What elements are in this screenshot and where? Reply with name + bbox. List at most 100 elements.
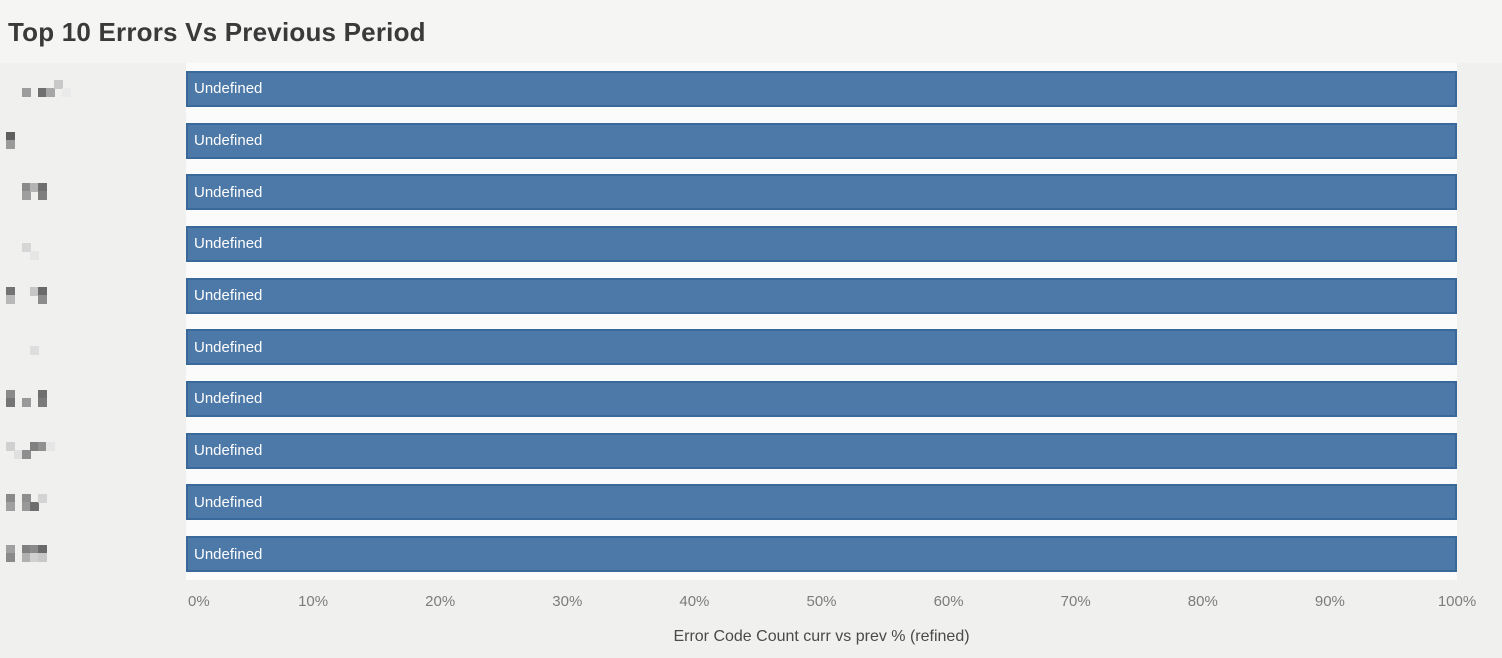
redacted-pixel	[22, 501, 31, 511]
redacted-pixel	[54, 80, 63, 89]
chart-row: Undefined	[0, 321, 1502, 374]
chart-row: Undefined	[0, 476, 1502, 529]
bar-label: Undefined	[194, 545, 263, 563]
x-axis-tick: 100%	[1437, 592, 1477, 610]
bar-label: Undefined	[194, 493, 263, 511]
x-axis: 0% 10% 20% 30% 40% 50% 60% 70% 80% 90% 100%	[186, 592, 1476, 619]
redacted-pixel	[22, 183, 31, 193]
redacted-pixel	[38, 398, 47, 408]
redacted-pixel	[30, 251, 39, 261]
redacted-pixel	[6, 390, 15, 400]
redacted-pixel	[30, 501, 39, 511]
bar-chart: Undefined Undefined Undefined Undefined Unde…	[0, 63, 1502, 646]
chart-row: Undefined	[0, 63, 1502, 115]
chart-title: Top 10 Errors Vs Previous Period	[8, 17, 426, 47]
plot-cell: Undefined	[186, 373, 1457, 425]
redacted-pixel	[6, 493, 15, 503]
y-axis-label-redacted	[0, 115, 186, 167]
redacted-pixel	[46, 88, 55, 97]
bar-label: Undefined	[194, 338, 263, 356]
chart-row: Undefined	[0, 424, 1502, 477]
y-axis-label-redacted	[0, 373, 186, 425]
redacted-pixel	[6, 501, 15, 511]
bar-label: Undefined	[194, 235, 263, 253]
bar-row-10[interactable]: Undefined	[186, 536, 1457, 573]
bar-row-4[interactable]: Undefined	[186, 225, 1457, 262]
redacted-pixel	[6, 441, 15, 451]
redacted-pixel	[38, 390, 47, 400]
bar-row-8[interactable]: Undefined	[186, 432, 1457, 469]
plot-cell: Undefined	[186, 63, 1457, 115]
redacted-pixel	[6, 131, 15, 141]
plot-cell: Undefined	[186, 476, 1457, 529]
chart-row: Undefined	[0, 269, 1502, 322]
bar-label: Undefined	[194, 287, 263, 305]
chart-row: Undefined	[0, 114, 1502, 167]
bar-row-6[interactable]: Undefined	[186, 329, 1457, 366]
plot-cell: Undefined	[186, 166, 1457, 219]
x-axis-tick: 50%	[806, 592, 837, 610]
redacted-pixel	[30, 545, 39, 555]
x-axis-tick: 10%	[298, 592, 329, 610]
plot-cell: Undefined	[186, 218, 1457, 270]
redacted-pixel	[6, 139, 15, 149]
redacted-pixel	[38, 545, 47, 555]
chart-row: Undefined	[0, 166, 1502, 219]
redacted-pixel	[30, 346, 39, 356]
redacted-pixel	[22, 493, 31, 503]
y-axis-label-redacted	[0, 270, 186, 322]
redacted-pixel	[30, 286, 39, 296]
redacted-pixel	[22, 449, 31, 459]
y-axis-label-redacted	[0, 321, 186, 373]
redacted-pixel	[38, 191, 47, 201]
redacted-pixel	[62, 88, 71, 97]
bar-row-9[interactable]: Undefined	[186, 484, 1457, 521]
redacted-pixel	[6, 553, 15, 563]
x-axis-tick: 70%	[1060, 592, 1091, 610]
plot-cell: Undefined	[186, 424, 1457, 477]
bar-row-1[interactable]: Undefined	[186, 70, 1457, 107]
bar-row-7[interactable]: Undefined	[186, 380, 1457, 417]
redacted-pixel	[22, 88, 31, 97]
x-axis-tick: 30%	[552, 592, 583, 610]
redacted-pixel	[38, 88, 47, 97]
bar-label: Undefined	[194, 442, 263, 460]
x-axis-tick: 20%	[425, 592, 456, 610]
chart-plot-area: Undefined Undefined Undefined Undefined Unde…	[0, 63, 1502, 580]
redacted-pixel	[22, 545, 31, 555]
chart-title-bar: Top 10 Errors Vs Previous Period	[0, 0, 1502, 63]
y-axis-label-redacted	[0, 218, 186, 270]
bar-row-2[interactable]: Undefined	[186, 122, 1457, 159]
redacted-pixel	[22, 553, 31, 563]
redacted-pixel	[38, 441, 47, 451]
y-axis-label-redacted	[0, 63, 186, 115]
bar-label: Undefined	[194, 132, 263, 150]
plot-cell: Undefined	[186, 269, 1457, 322]
y-axis-label-redacted	[0, 425, 186, 477]
redacted-pixel	[6, 545, 15, 555]
x-axis-title-wrap: Error Code Count curr vs prev % (refined…	[186, 628, 1457, 646]
plot-cell: Undefined	[186, 528, 1457, 580]
redacted-pixel	[22, 243, 31, 253]
redacted-pixel	[46, 441, 55, 451]
plot-cell: Undefined	[186, 114, 1457, 167]
redacted-pixel	[22, 398, 31, 408]
bar-label: Undefined	[194, 80, 263, 98]
redacted-pixel	[38, 286, 47, 296]
x-axis-tick: 0%	[188, 592, 210, 610]
x-axis-tick: 40%	[679, 592, 710, 610]
bar-label: Undefined	[194, 390, 263, 408]
bar-row-5[interactable]: Undefined	[186, 277, 1457, 314]
y-axis-label-redacted	[0, 477, 186, 529]
redacted-pixel	[14, 449, 23, 459]
chart-row: Undefined	[0, 528, 1502, 580]
x-axis-tick: 60%	[933, 592, 964, 610]
redacted-pixel	[30, 183, 39, 193]
bar-row-3[interactable]: Undefined	[186, 174, 1457, 211]
redacted-pixel	[38, 553, 47, 563]
redacted-pixel	[38, 294, 47, 304]
chart-row: Undefined	[0, 218, 1502, 270]
chart-row: Undefined	[0, 373, 1502, 425]
redacted-pixel	[38, 493, 47, 503]
